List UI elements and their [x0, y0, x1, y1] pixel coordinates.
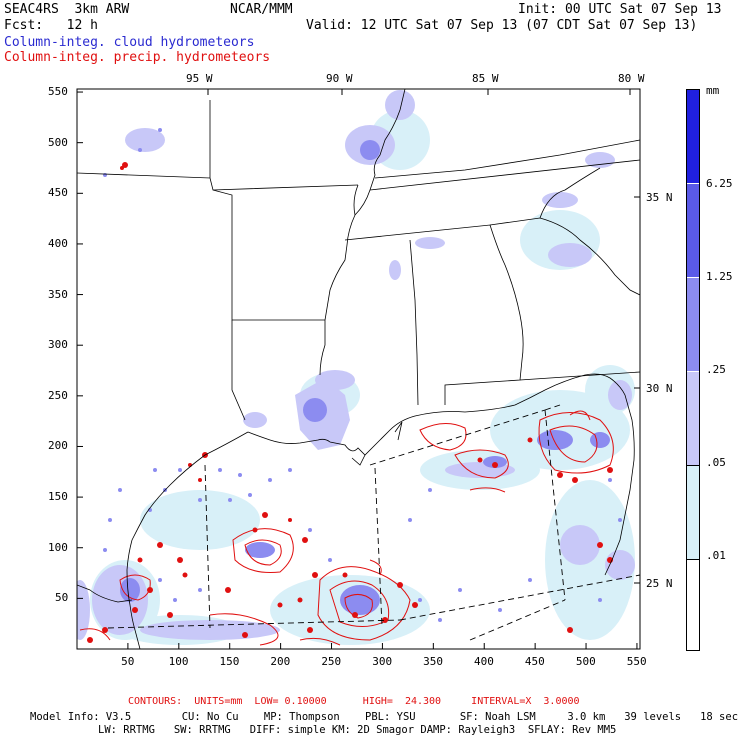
x-tick-label: 350	[423, 655, 443, 668]
plot-frame	[76, 88, 641, 650]
field-layer	[77, 89, 640, 649]
y-tick-label: 200	[48, 439, 68, 453]
colorbar-label: .05	[706, 456, 726, 469]
y-tick-label: 50	[55, 591, 69, 605]
x-tick-label: 100	[168, 655, 189, 668]
x-tick-label: 150	[219, 655, 240, 668]
legend-cloud: Column-integ. cloud hydrometeors	[4, 35, 255, 50]
lon-label-95w: 95 W	[186, 72, 213, 85]
legend-precip: Column-integ. precip. hydrometeors	[4, 50, 271, 65]
lat-label-30n: 30 N	[646, 382, 673, 395]
colorbar-band	[687, 90, 699, 183]
x-tick-label: 250	[321, 655, 342, 668]
model-title: SEAC4RS 3km ARW	[4, 2, 130, 17]
lon-label-90w: 90 W	[326, 72, 353, 85]
y-tick-label: 450	[48, 186, 68, 200]
y-tick-label: 400	[48, 236, 68, 250]
lat-label-25n: 25 N	[646, 577, 673, 590]
y-tick-label: 250	[48, 388, 68, 402]
colorbar-label: 6.25	[706, 177, 733, 190]
colorbar-label: .25	[706, 363, 726, 376]
colorbar-band	[687, 559, 699, 650]
x-tick-label: 500	[575, 655, 596, 668]
valid-time: Valid: 12 UTC Sat 07 Sep 13 (07 CDT Sat …	[306, 18, 698, 33]
x-axis	[127, 643, 638, 649]
y-tick-label: 100	[48, 540, 68, 554]
colorbar-band	[687, 277, 699, 371]
y-tick-label: 550	[48, 85, 68, 99]
org-label: NCAR/MMM	[230, 2, 293, 17]
forecast-hour: Fcst: 12 h	[4, 18, 98, 33]
colorbar-band	[687, 183, 699, 277]
x-tick-label: 200	[270, 655, 291, 668]
x-tick-label: 400	[474, 655, 494, 668]
y-axis	[77, 91, 83, 599]
init-time: Init: 00 UTC Sat 07 Sep 13	[518, 2, 722, 17]
x-tick-label: 300	[372, 655, 393, 668]
x-tick-label: 50	[121, 655, 135, 668]
colorbar-label: 1.25	[706, 270, 733, 283]
colorbar-unit: mm	[706, 84, 720, 97]
y-tick-label: 350	[48, 287, 68, 301]
lon-label-80w: 80 W	[618, 72, 645, 85]
colorbar-label: .01	[706, 549, 726, 562]
y-tick-label: 500	[48, 135, 68, 149]
contour-info: CONTOURS: UNITS=mm LOW= 0.10000 HIGH= 24…	[128, 696, 580, 707]
x-tick-label: 550	[626, 655, 647, 668]
colorbar-band	[687, 465, 699, 559]
colorbar	[686, 89, 700, 651]
lon-label-85w: 85 W	[472, 72, 499, 85]
x-tick-label: 450	[524, 655, 545, 668]
lat-label-35n: 35 N	[646, 191, 673, 204]
model-info: Model Info: V3.5 CU: No Cu MP: Thompson …	[30, 711, 739, 723]
y-tick-label: 300	[48, 338, 68, 352]
colorbar-band	[687, 371, 699, 465]
physics-info: LW: RRTMG SW: RRTMG DIFF: simple KM: 2D …	[98, 724, 617, 736]
y-tick-label: 150	[48, 490, 68, 504]
